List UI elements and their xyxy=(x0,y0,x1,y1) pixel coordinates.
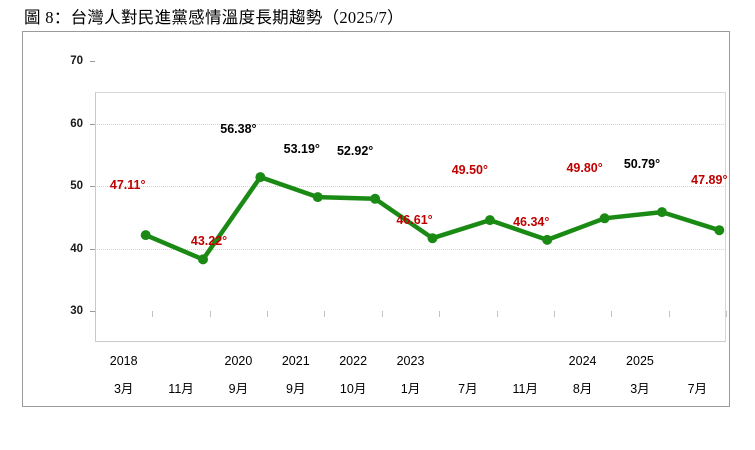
data-point-label: 49.50° xyxy=(451,163,488,178)
x-tick-mark xyxy=(152,311,154,317)
chart-frame: 30 40 50 60 70 47.11° 43.22° 56.38° 53.19° 52.92… xyxy=(22,31,730,407)
x-axis-month-label: 9月 xyxy=(228,382,249,396)
data-point-label: 47.89° xyxy=(691,173,728,188)
x-axis-month-label: 9月 xyxy=(286,382,306,396)
data-point-label: 46.61° xyxy=(396,213,433,228)
gridline xyxy=(95,123,726,125)
x-axis-year-label: 2022 xyxy=(339,354,368,368)
x-tick-mark xyxy=(381,311,383,317)
data-point-label: 53.19° xyxy=(283,142,320,157)
data-point-label: 43.22° xyxy=(190,234,228,249)
x-tick-mark xyxy=(668,311,670,317)
x-axis-month-label: 8月 xyxy=(572,382,593,396)
x-axis-year-label: 2024 xyxy=(568,354,597,368)
data-point-label: 46.34° xyxy=(513,214,550,229)
x-tick-mark xyxy=(95,311,96,317)
x-tick-mark xyxy=(496,311,498,317)
y-tick-label: 30 xyxy=(70,305,83,317)
x-axis-month-label: 11月 xyxy=(168,382,194,396)
y-tick-label: 40 xyxy=(70,242,83,255)
x-tick-mark xyxy=(439,311,441,317)
x-tick-mark xyxy=(267,311,269,317)
y-tick-mark xyxy=(90,248,95,250)
x-axis-month-label: 10月 xyxy=(339,382,367,396)
data-point-label: 56.38° xyxy=(220,122,257,137)
y-tick-mark xyxy=(90,311,95,312)
gridline xyxy=(95,248,726,250)
x-axis-year-label: 2025 xyxy=(626,354,654,368)
y-tick-mark xyxy=(90,186,95,187)
x-axis-month-label: 7月 xyxy=(687,382,708,396)
x-axis-year-label: 2021 xyxy=(281,354,310,368)
y-tick-label: 60 xyxy=(70,117,83,130)
x-axis-month-label: 3月 xyxy=(630,382,650,396)
x-axis-year-label: 2018 xyxy=(109,354,138,368)
x-tick-mark xyxy=(209,311,211,317)
page-title: 圖 8：台灣人對民進黨感情溫度長期趨勢（2025/7） xyxy=(24,8,404,27)
x-tick-mark xyxy=(611,311,613,317)
x-axis-year-label: 2023 xyxy=(396,354,425,368)
plot-area xyxy=(95,92,726,342)
data-point-label: 50.79° xyxy=(623,157,661,172)
data-point-label: 49.80° xyxy=(566,161,603,176)
x-axis-month-label: 7月 xyxy=(458,382,478,396)
data-point-label: 47.11° xyxy=(109,178,146,193)
x-axis-month-label: 11月 xyxy=(512,382,538,396)
y-tick-label: 70 xyxy=(70,55,83,67)
x-axis-month-label: 1月 xyxy=(400,382,421,396)
x-tick-mark xyxy=(726,311,727,317)
x-tick-mark xyxy=(553,311,555,317)
gridline xyxy=(95,186,726,187)
data-point-label: 52.92° xyxy=(336,143,374,158)
y-tick-label: 50 xyxy=(70,180,83,192)
x-tick-mark xyxy=(324,311,326,317)
x-axis-month-label: 3月 xyxy=(113,382,134,396)
y-tick-mark xyxy=(90,61,95,62)
y-tick-mark xyxy=(90,123,95,125)
x-axis-year-label: 2020 xyxy=(224,354,253,368)
